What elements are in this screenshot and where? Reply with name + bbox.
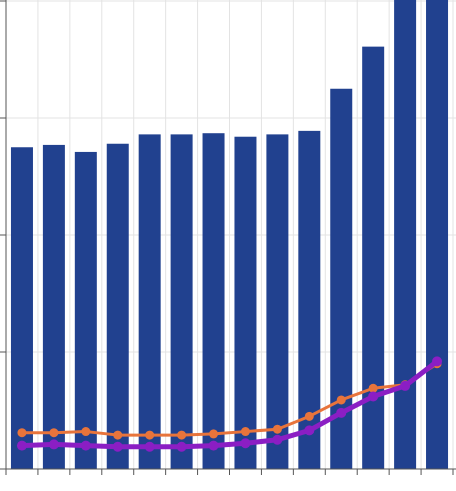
line-point bbox=[176, 441, 187, 452]
line-point bbox=[240, 438, 251, 449]
line-point bbox=[304, 425, 315, 436]
series-line bbox=[20, 362, 439, 437]
bar bbox=[74, 151, 97, 469]
bar bbox=[330, 88, 353, 469]
bar bbox=[266, 134, 289, 469]
line-point bbox=[432, 356, 443, 367]
line-layer bbox=[16, 356, 443, 452]
line-point bbox=[272, 424, 282, 434]
line-point bbox=[48, 439, 59, 450]
line-point bbox=[177, 430, 187, 440]
bar bbox=[106, 143, 129, 470]
bar-layer bbox=[10, 0, 449, 470]
line-point bbox=[144, 441, 155, 452]
bar bbox=[138, 134, 161, 469]
bar bbox=[202, 133, 225, 469]
bar bbox=[234, 136, 257, 469]
line-point bbox=[145, 430, 155, 440]
line-point bbox=[112, 441, 123, 452]
bar bbox=[426, 0, 449, 470]
line-point bbox=[208, 440, 219, 451]
axis-layer bbox=[0, 0, 456, 475]
series-line bbox=[19, 358, 440, 450]
line-point bbox=[336, 395, 346, 405]
line-point bbox=[272, 434, 283, 445]
line-point bbox=[80, 440, 91, 451]
bar bbox=[298, 130, 321, 469]
line-point bbox=[400, 380, 411, 391]
grid-layer bbox=[5, 0, 456, 470]
line-point bbox=[368, 391, 379, 402]
line-point bbox=[16, 440, 27, 451]
bar bbox=[170, 134, 193, 469]
line-point bbox=[49, 428, 59, 438]
line-point bbox=[209, 429, 219, 439]
line-point bbox=[304, 411, 314, 421]
line-point bbox=[113, 430, 123, 440]
line-point bbox=[81, 427, 91, 437]
line-point bbox=[240, 427, 250, 437]
line-point bbox=[17, 428, 27, 438]
bar bbox=[42, 144, 65, 469]
bar bbox=[394, 0, 417, 469]
bar bbox=[10, 147, 33, 469]
line-point bbox=[336, 407, 347, 418]
bar bbox=[362, 46, 385, 469]
line-point bbox=[368, 383, 378, 393]
